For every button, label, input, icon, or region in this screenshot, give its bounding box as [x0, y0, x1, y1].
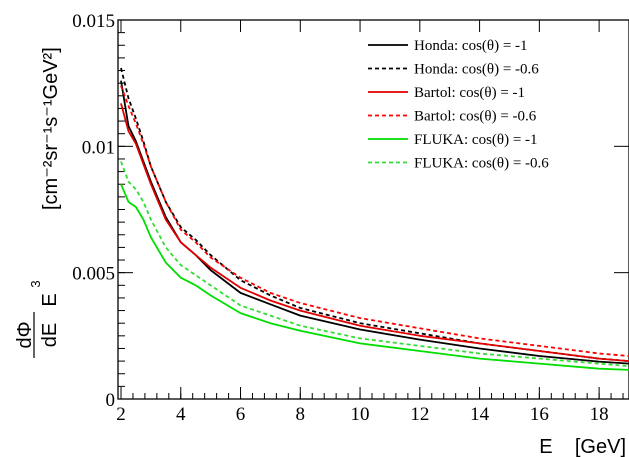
legend-label: Bartol: cos(θ) = -0.6	[414, 109, 537, 125]
legend: Honda: cos(θ) = -1 Honda: cos(θ) = -0.6 Ba…	[368, 38, 549, 172]
series-line-4	[120, 85, 629, 357]
legend-label: FLUKA: cos(θ) = -1	[414, 132, 538, 148]
y-tick-label: 0.005	[72, 264, 115, 285]
plot-frame	[117, 19, 629, 400]
x-tick-label: 16	[530, 404, 549, 425]
x-tick-label: 14	[470, 404, 490, 425]
y-axis-title: [cm⁻²sr⁻¹s⁻¹GeV²] dΦ dE E 3	[14, 47, 62, 358]
legend-label: Bartol: cos(θ) = -1	[414, 85, 525, 101]
x-tick-label: 4	[176, 404, 186, 425]
y-tick-label: 0.01	[82, 137, 115, 158]
x-tick-label: 8	[296, 404, 306, 425]
y-tick-label: 0.015	[72, 11, 115, 32]
y-axis-dphi: dΦ	[14, 321, 36, 348]
x-tick-label: 2	[116, 404, 126, 425]
series-line-1	[120, 80, 629, 365]
x-tick-label: 6	[236, 404, 246, 425]
x-tick-label: 18	[590, 404, 609, 425]
series-layer	[120, 67, 629, 371]
y-tick-label: 0	[106, 390, 116, 411]
axis-ticks: 2 4 6 8 10 12 14 16 18 0 0.005 0.01 0.015	[72, 11, 629, 425]
series-line-2	[120, 67, 629, 362]
legend-label: FLUKA: cos(θ) = -0.6	[414, 156, 549, 172]
x-axis-title: E [GeV]	[539, 436, 626, 457]
series-line-3	[120, 103, 629, 362]
series-line-6	[120, 161, 629, 368]
series-line-5	[120, 183, 629, 371]
legend-label: Honda: cos(θ) = -0.6	[414, 62, 539, 78]
legend-label: Honda: cos(θ) = -1	[414, 38, 528, 54]
y-axis-exponent: 3	[28, 280, 43, 287]
x-tick-label: 12	[410, 404, 429, 425]
y-axis-e: E	[39, 293, 61, 306]
y-axis-units: [cm⁻²sr⁻¹s⁻¹GeV²]	[40, 47, 62, 210]
y-axis-de: dE	[39, 323, 61, 347]
x-tick-label: 10	[351, 404, 370, 425]
